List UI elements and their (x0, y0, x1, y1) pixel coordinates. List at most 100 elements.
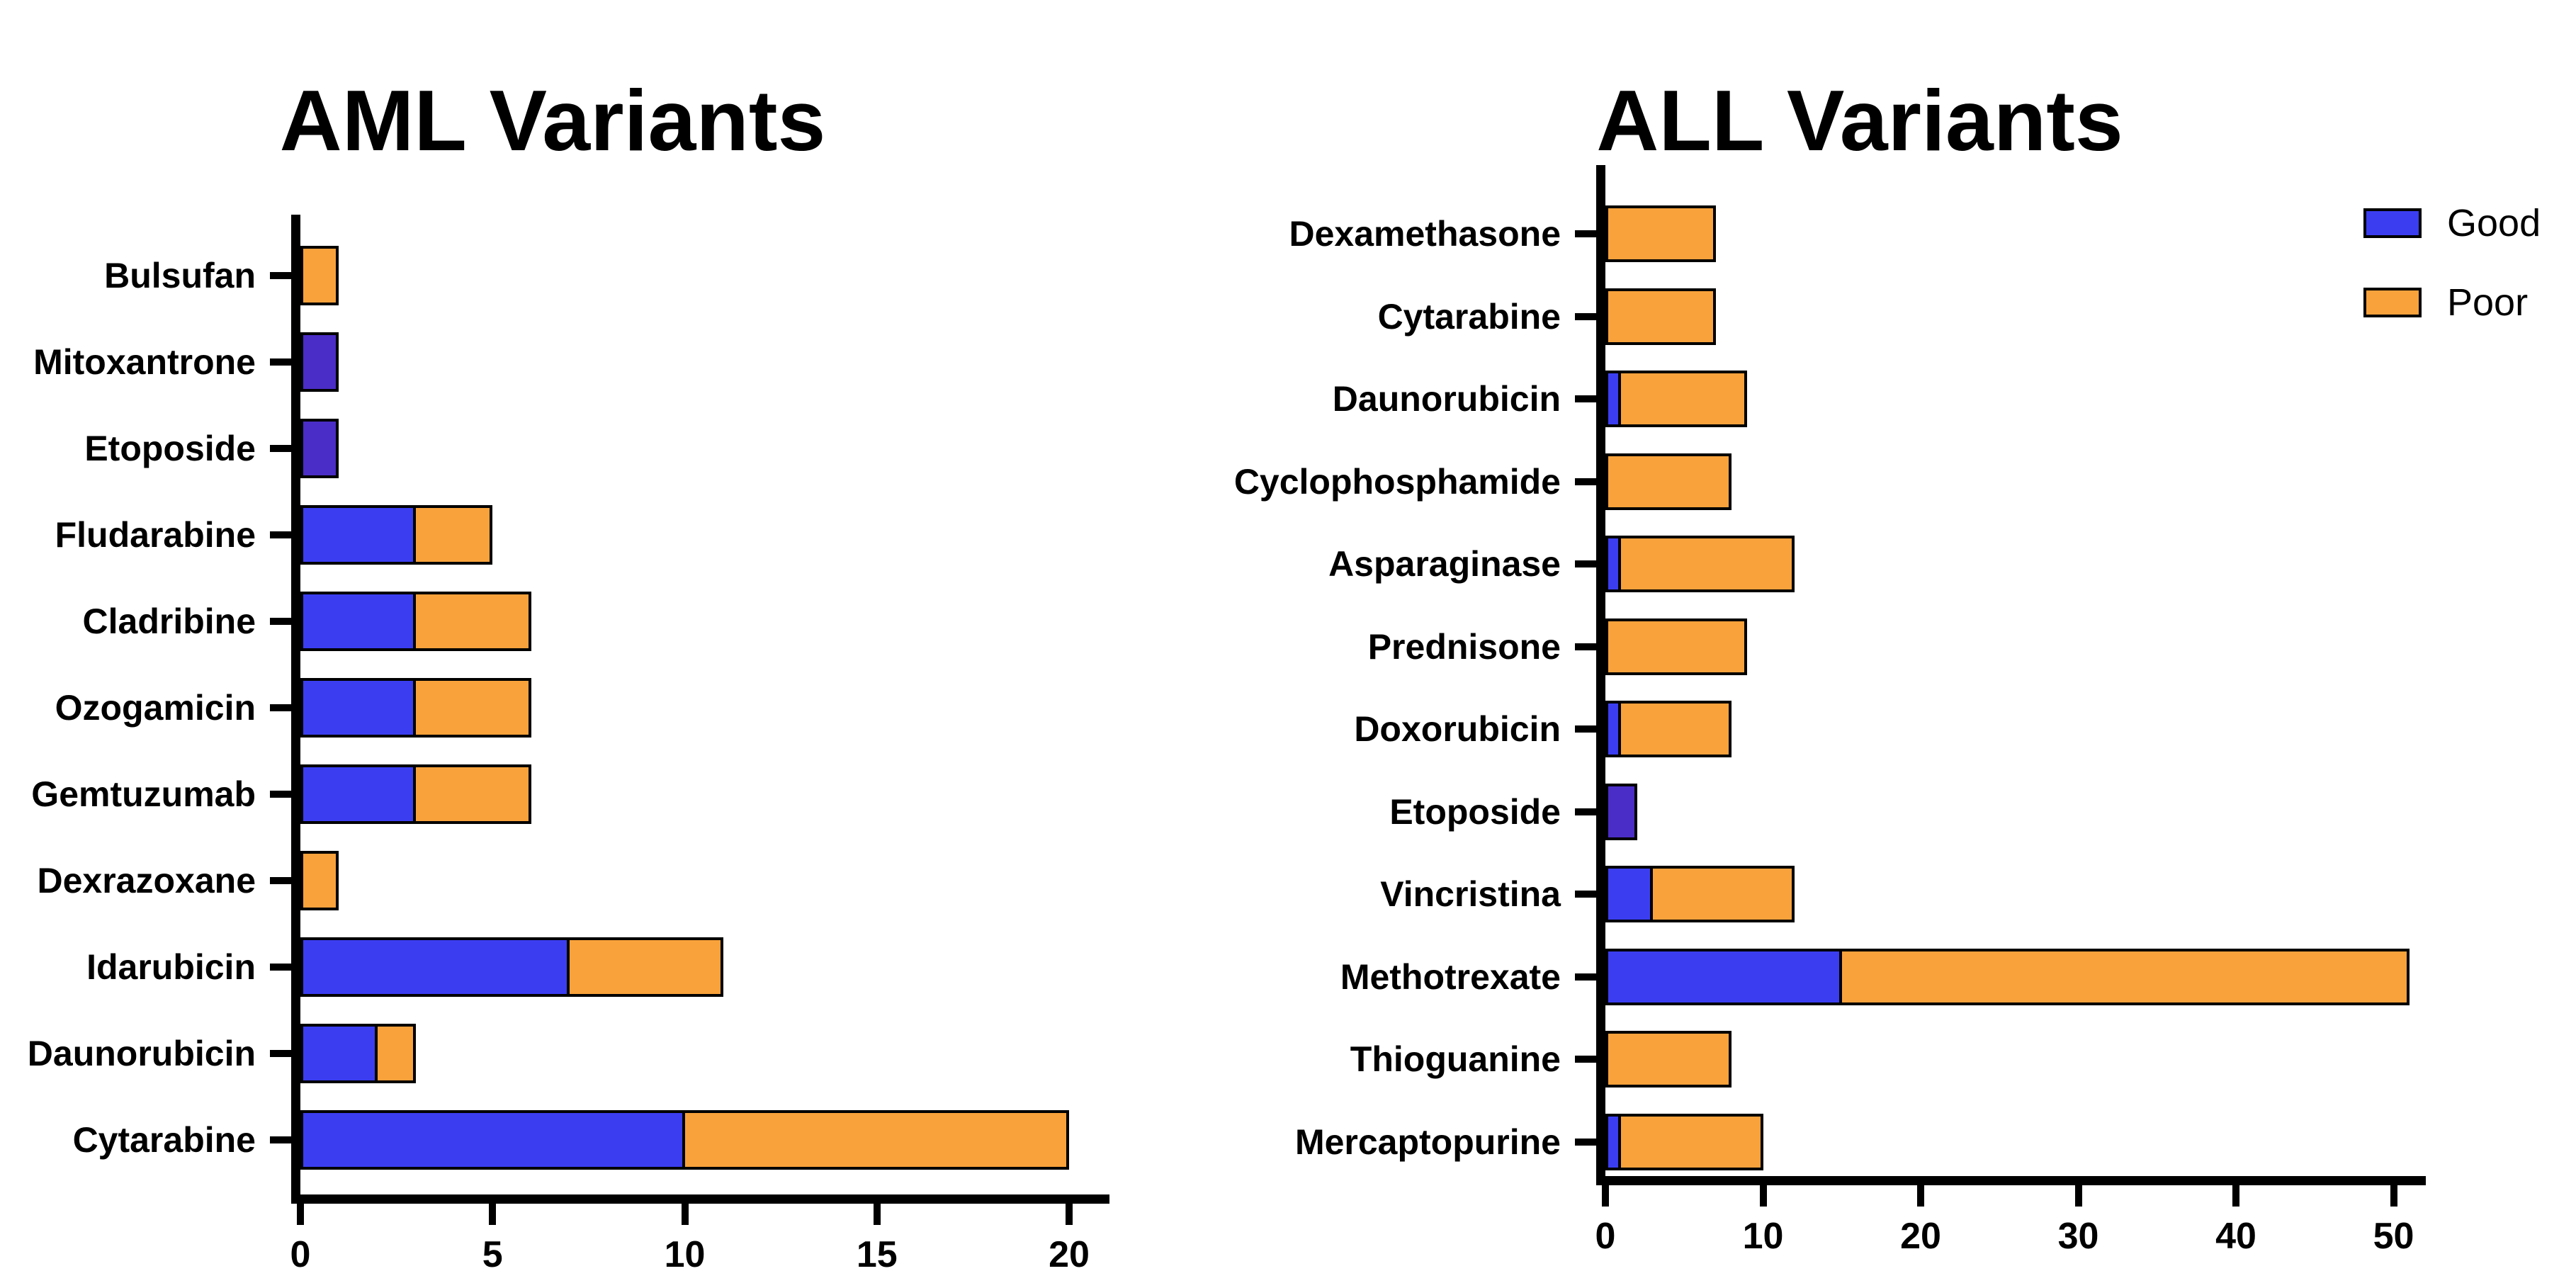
category-tick (1575, 395, 1596, 402)
bar-segment-poor (300, 246, 339, 305)
category-tick (1575, 560, 1596, 567)
category-label: Dexrazoxane (37, 861, 256, 900)
bar-segment-good (300, 678, 416, 738)
category-tick (1575, 973, 1596, 981)
category-tick (1575, 1056, 1596, 1063)
x-axis-tick (297, 1204, 304, 1225)
category-label: Mercaptopurine (1294, 1122, 1561, 1162)
x-tick-label: 40 (2215, 1216, 2256, 1257)
bar-segment-poor (1605, 288, 1716, 345)
x-axis-tick (1917, 1185, 1924, 1207)
bar-segment-poor (412, 592, 531, 651)
category-tick (270, 618, 291, 625)
x-axis-tick (1066, 1204, 1073, 1225)
category-label: Cladribine (82, 601, 256, 641)
x-tick-label: 20 (1900, 1216, 1941, 1257)
x-tick-label: 5 (482, 1234, 503, 1275)
category-label: Doxorubicin (1354, 709, 1561, 749)
bar-segment-poor (566, 937, 723, 997)
bar-segment-good (300, 937, 570, 997)
category-label: Asparaginase (1328, 544, 1561, 584)
category-label: Mitoxantrone (33, 342, 256, 382)
category-tick (1575, 725, 1596, 733)
bar-segment-poor (1838, 948, 2410, 1005)
bar-segment-poor (1605, 205, 1716, 262)
bar-segment-poor (1618, 371, 1748, 427)
bar-segment-poor (412, 678, 531, 738)
x-tick-label: 20 (1049, 1234, 1090, 1275)
legend-item-good: Good (2363, 204, 2541, 242)
bar-segment-poor (1618, 536, 1795, 592)
x-tick-label: 30 (2057, 1216, 2099, 1257)
category-label: Prednisone (1367, 626, 1561, 667)
bar-segment-good (1605, 866, 1653, 922)
bar-segment-poor (1649, 866, 1795, 922)
bar-segment-good (300, 764, 416, 824)
category-tick (1575, 312, 1596, 320)
all-variants-chart: 0 10 20 30 40 50 Dexamethasone Cytarabine Daunor… (1169, 0, 2576, 1288)
x-tick-label: 0 (290, 1234, 311, 1275)
legend: Good Poor (2363, 204, 2541, 363)
category-tick (270, 1050, 291, 1057)
category-tick (270, 272, 291, 279)
category-tick (1575, 230, 1596, 237)
category-tick (1575, 478, 1596, 485)
category-tick (270, 531, 291, 538)
x-axis (1596, 1176, 2426, 1185)
x-axis-tick (2390, 1185, 2397, 1207)
x-tick-label: 10 (1742, 1216, 1784, 1257)
x-tick-label: 0 (1595, 1216, 1616, 1257)
bar-segment-poor (1605, 1031, 1732, 1088)
category-tick (270, 445, 291, 452)
bar-segment-good (300, 419, 339, 478)
poor-swatch-icon (2363, 288, 2422, 317)
category-tick (270, 877, 291, 884)
aml-variants-chart: 0 5 10 15 20 Bulsufan Mitoxantrone Etoposide Flu… (0, 0, 1204, 1288)
bar-segment-poor (682, 1110, 1069, 1170)
x-tick-label: 50 (2373, 1216, 2414, 1257)
legend-label-good: Good (2447, 202, 2541, 244)
category-label: Cytarabine (1377, 296, 1561, 337)
bar-segment-poor (1605, 618, 1748, 675)
bar-segment-poor (1618, 701, 1732, 757)
category-label: Fludarabine (55, 515, 256, 555)
category-label: Bulsufan (104, 256, 256, 295)
category-label: Thioguanine (1350, 1039, 1561, 1079)
category-tick (270, 791, 291, 798)
bar-segment-good (1605, 783, 1637, 840)
category-label: Daunorubicin (1332, 379, 1561, 419)
x-axis-tick (681, 1204, 689, 1225)
bar-segment-poor (1605, 453, 1732, 510)
category-label: Etoposide (1389, 791, 1561, 832)
category-label: Ozogamicin (55, 688, 256, 728)
bar-segment-good (300, 1024, 378, 1083)
category-label: Etoposide (84, 429, 256, 468)
bar-segment-poor (412, 764, 531, 824)
x-tick-label: 10 (664, 1234, 706, 1275)
x-axis (291, 1194, 1109, 1204)
bar-segment-poor (1618, 1113, 1763, 1170)
all-chart-title: ALL Variants (1596, 72, 2123, 169)
category-tick (270, 358, 291, 366)
good-swatch-icon (2363, 208, 2422, 238)
x-axis-tick (873, 1204, 881, 1225)
category-label: Cytarabine (72, 1120, 256, 1160)
bar-segment-poor (412, 505, 493, 565)
bar-segment-good (300, 505, 416, 565)
x-axis-tick (2232, 1185, 2239, 1207)
category-label: Cyclophosphamide (1233, 461, 1561, 502)
category-label: Idarubicin (86, 947, 256, 987)
category-label: Daunorubicin (27, 1034, 256, 1073)
legend-item-poor: Poor (2363, 283, 2541, 322)
category-label: Vincristina (1380, 874, 1561, 914)
x-axis-tick (1602, 1185, 1609, 1207)
bar-segment-good (300, 1110, 685, 1170)
category-label: Gemtuzumab (31, 774, 256, 814)
x-axis-tick (2074, 1185, 2082, 1207)
category-tick (1575, 1138, 1596, 1146)
x-axis-tick (1759, 1185, 1767, 1207)
y-axis (291, 215, 300, 1204)
bar-segment-poor (374, 1024, 416, 1083)
bar-segment-good (1605, 948, 1842, 1005)
